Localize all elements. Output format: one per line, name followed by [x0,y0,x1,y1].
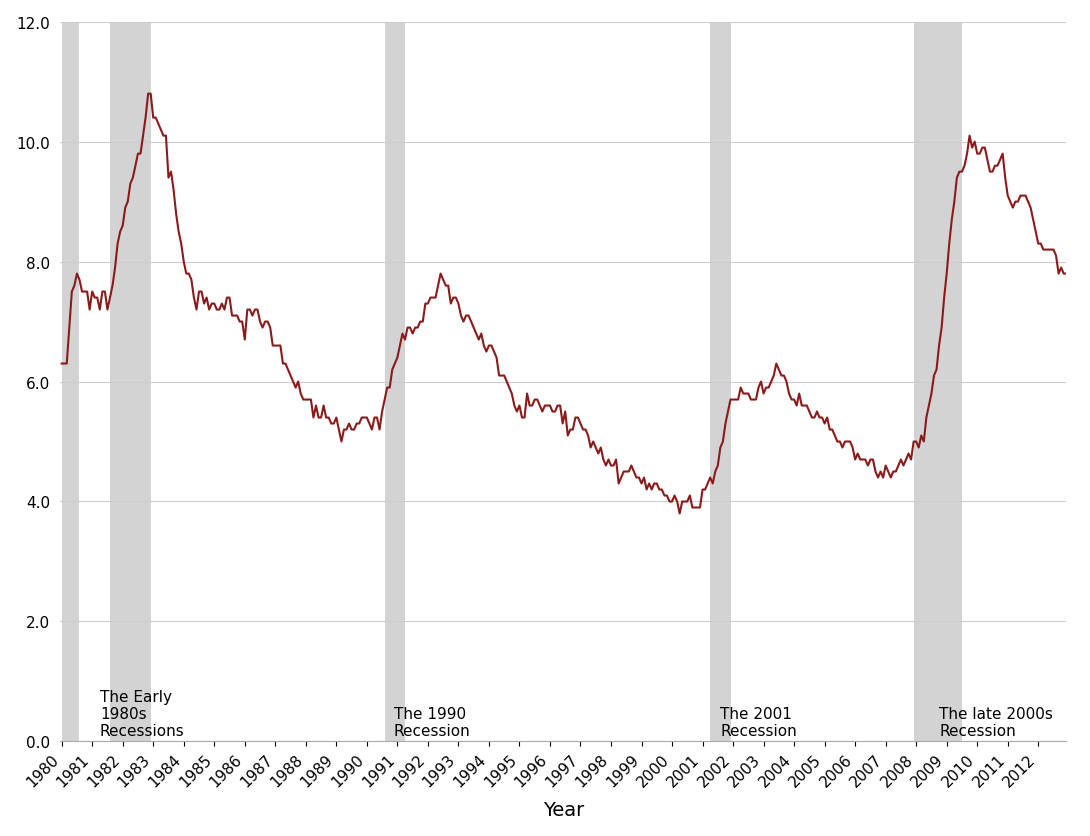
Bar [62,23,80,742]
Bar [110,23,150,742]
Text: The 1990
Recession: The 1990 Recession [393,706,470,738]
Text: The Early
1980s
Recessions: The Early 1980s Recessions [100,689,184,738]
Bar [913,23,962,742]
Bar [711,23,730,742]
Text: The late 2000s
Recession: The late 2000s Recession [940,706,1053,738]
Bar [385,23,405,742]
X-axis label: Year: Year [543,800,584,819]
Text: The 2001
Recession: The 2001 Recession [720,706,797,738]
